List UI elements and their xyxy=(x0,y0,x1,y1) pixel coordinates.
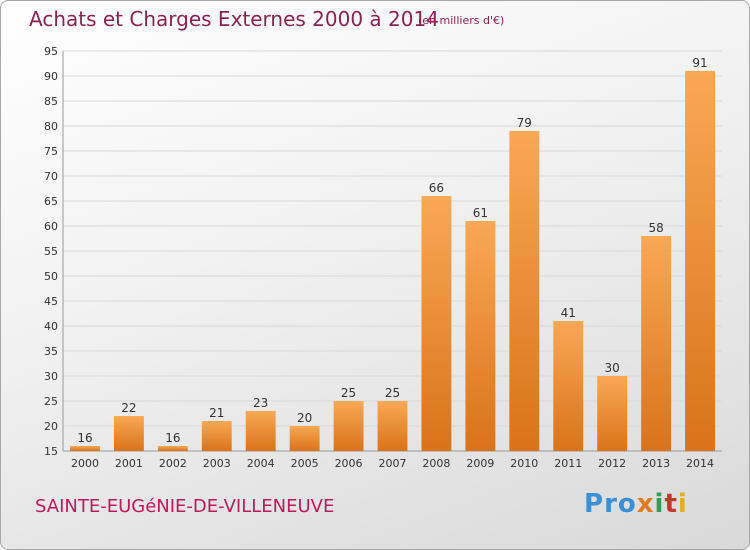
data-label: 16 xyxy=(77,431,92,445)
data-label: 61 xyxy=(473,206,488,220)
bar xyxy=(465,221,496,451)
logo-letter: i xyxy=(654,489,665,519)
y-tick-label: 25 xyxy=(44,395,58,408)
data-label: 25 xyxy=(385,386,400,400)
bar xyxy=(70,446,100,451)
chart-unit: (en milliers d'€) xyxy=(418,14,505,27)
logo-letter: o xyxy=(617,489,637,519)
data-label: 91 xyxy=(692,56,707,70)
chart-title: Achats et Charges Externes 2000 à 2014 xyxy=(29,7,439,31)
y-tick-label: 35 xyxy=(44,345,58,358)
x-tick-label: 2002 xyxy=(159,457,187,470)
y-tick-label: 95 xyxy=(44,45,58,58)
x-tick-label: 2014 xyxy=(686,457,714,470)
y-tick-label: 65 xyxy=(44,195,58,208)
y-tick-label: 55 xyxy=(44,245,58,258)
data-label: 23 xyxy=(253,396,268,410)
data-label: 58 xyxy=(648,221,663,235)
bar xyxy=(333,401,364,451)
y-tick-label: 60 xyxy=(44,220,58,233)
bar xyxy=(201,421,232,451)
x-tick-label: 2012 xyxy=(598,457,626,470)
x-tick-label: 2003 xyxy=(203,457,231,470)
x-tick-label: 2001 xyxy=(115,457,143,470)
x-tick-label: 2006 xyxy=(335,457,363,470)
x-tick-label: 2007 xyxy=(379,457,407,470)
label-layer: 15 20 25 30 35 40 45 50 55 60 65 70 75 80 85 90 95 16 2000… xyxy=(44,45,714,470)
y-tick-label: 15 xyxy=(44,445,58,458)
y-tick-label: 85 xyxy=(44,95,58,108)
y-tick-label: 20 xyxy=(44,420,58,433)
data-label: 20 xyxy=(297,411,312,425)
y-tick-label: 75 xyxy=(44,145,58,158)
bar xyxy=(113,416,144,451)
logo-letter: i xyxy=(677,489,688,519)
y-tick-label: 70 xyxy=(44,170,58,183)
bar xyxy=(377,401,408,451)
bar xyxy=(509,131,540,451)
y-tick-label: 45 xyxy=(44,295,58,308)
data-label: 25 xyxy=(341,386,356,400)
data-label: 66 xyxy=(429,181,444,195)
data-label: 30 xyxy=(605,361,620,375)
commune-name: SAINTE-EUGéNIE-DE-VILLENEUVE xyxy=(35,496,335,517)
logo-letter: P xyxy=(584,489,605,519)
x-tick-label: 2004 xyxy=(247,457,275,470)
data-label: 22 xyxy=(121,401,136,415)
bar xyxy=(289,426,320,451)
data-label: 16 xyxy=(165,431,180,445)
y-tick-label: 90 xyxy=(44,70,58,83)
bar xyxy=(685,71,715,451)
data-label: 79 xyxy=(517,116,532,130)
bar xyxy=(421,196,452,451)
x-tick-label: 2005 xyxy=(291,457,319,470)
bar xyxy=(597,376,628,451)
y-tick-label: 30 xyxy=(44,370,58,383)
x-tick-label: 2000 xyxy=(71,457,99,470)
data-label: 21 xyxy=(209,406,224,420)
x-tick-label: 2013 xyxy=(642,457,670,470)
bar xyxy=(245,411,276,451)
x-tick-label: 2009 xyxy=(466,457,494,470)
y-tick-label: 50 xyxy=(44,270,58,283)
logo-letter: r xyxy=(604,489,618,519)
x-tick-label: 2011 xyxy=(554,457,582,470)
bar xyxy=(553,321,584,451)
y-tick-label: 80 xyxy=(44,120,58,133)
x-tick-label: 2008 xyxy=(422,457,450,470)
bar xyxy=(641,236,672,451)
y-tick-label: 40 xyxy=(44,320,58,333)
logo-letter: t xyxy=(664,489,678,519)
logo-letter: x xyxy=(636,489,655,519)
x-tick-label: 2010 xyxy=(510,457,538,470)
data-label: 41 xyxy=(561,306,576,320)
bar xyxy=(157,446,188,451)
proxiti-logo[interactable]: Proxiti xyxy=(584,489,688,519)
bar-layer xyxy=(70,71,715,451)
